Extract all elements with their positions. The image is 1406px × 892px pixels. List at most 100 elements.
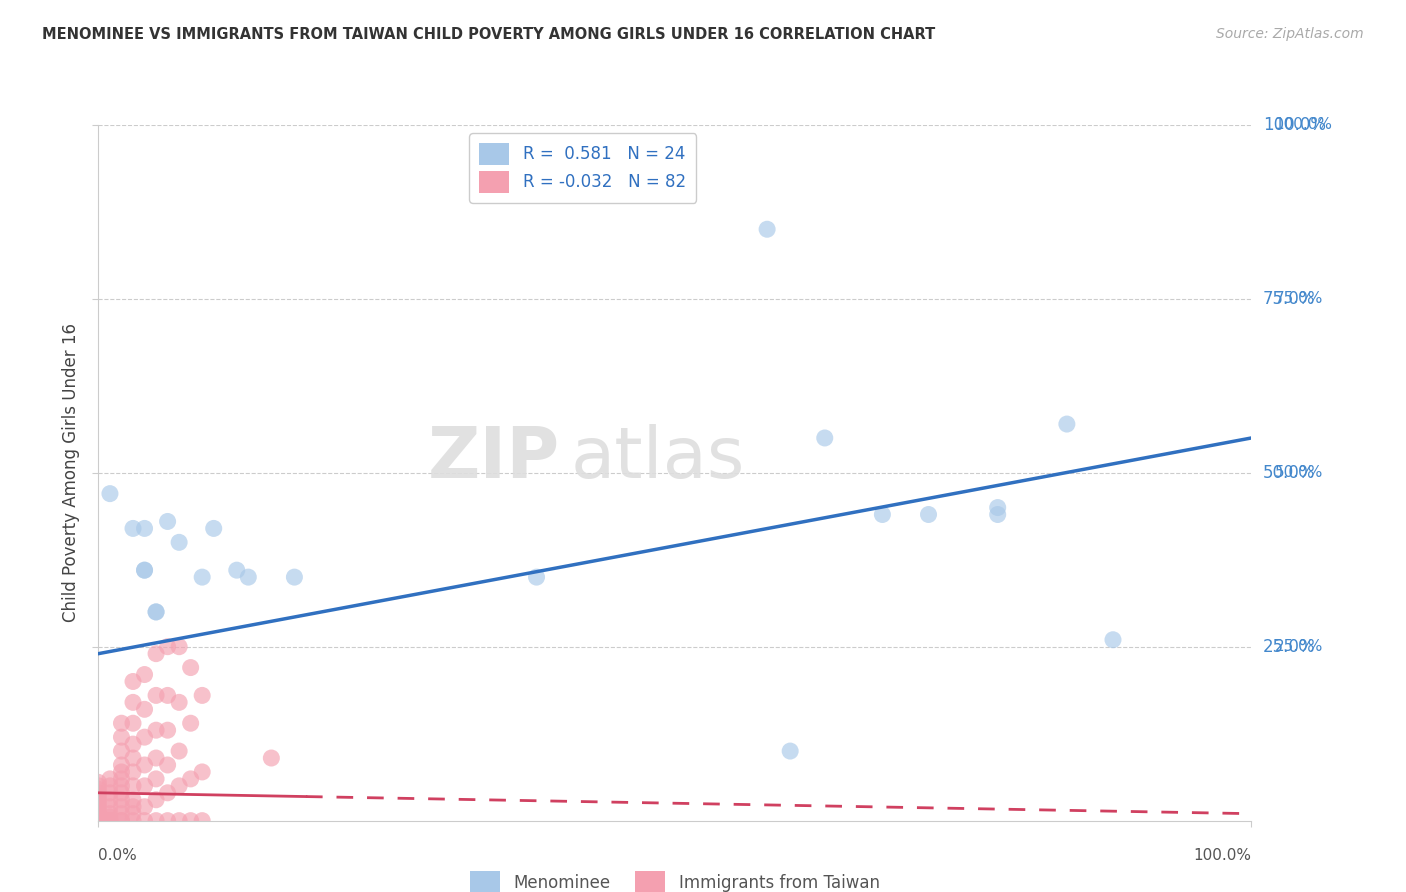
Text: 25.0%: 25.0%	[1263, 638, 1316, 656]
Text: Source: ZipAtlas.com: Source: ZipAtlas.com	[1216, 27, 1364, 41]
Point	[756, 222, 779, 236]
Point	[122, 737, 145, 751]
Point	[98, 810, 121, 824]
Point	[134, 799, 156, 814]
Point	[122, 764, 145, 779]
Point	[145, 605, 167, 619]
Text: 75.0%: 75.0%	[1263, 290, 1315, 308]
Point	[180, 660, 202, 674]
Point	[134, 814, 156, 828]
Point	[814, 431, 837, 445]
Text: 100.0%: 100.0%	[1274, 118, 1333, 132]
Point	[98, 786, 121, 800]
Point	[110, 772, 132, 786]
Point	[87, 814, 110, 828]
Point	[1056, 417, 1078, 431]
Point	[122, 806, 145, 821]
Point	[134, 730, 156, 744]
Point	[110, 806, 132, 821]
Point	[110, 730, 132, 744]
Point	[156, 515, 179, 529]
Point	[122, 695, 145, 709]
Point	[122, 793, 145, 807]
Text: 100.0%: 100.0%	[1194, 848, 1251, 863]
Point	[145, 751, 167, 765]
Point	[110, 799, 132, 814]
Point	[87, 814, 110, 828]
Text: 100.0%: 100.0%	[1263, 116, 1326, 134]
Point	[110, 786, 132, 800]
Point	[145, 689, 167, 703]
Point	[134, 521, 156, 535]
Point	[87, 810, 110, 824]
Point	[98, 772, 121, 786]
Point	[110, 814, 132, 828]
Point	[87, 803, 110, 817]
Point	[134, 758, 156, 772]
Point	[110, 764, 132, 779]
Point	[98, 779, 121, 793]
Point	[122, 716, 145, 731]
Point	[145, 814, 167, 828]
Point	[98, 814, 121, 828]
Point	[260, 751, 283, 765]
Point	[122, 779, 145, 793]
Point	[987, 500, 1010, 515]
Point	[180, 814, 202, 828]
Point	[167, 744, 190, 758]
Point	[145, 793, 167, 807]
Point	[122, 814, 145, 828]
Point	[110, 793, 132, 807]
Point	[191, 570, 214, 584]
Point	[167, 535, 190, 549]
Text: 25.0%: 25.0%	[1274, 640, 1323, 654]
Point	[87, 779, 110, 793]
Point	[156, 786, 179, 800]
Point	[122, 521, 145, 535]
Point	[156, 758, 179, 772]
Point	[98, 486, 121, 500]
Point	[98, 799, 121, 814]
Point	[238, 570, 260, 584]
Point	[110, 758, 132, 772]
Text: 50.0%: 50.0%	[1274, 466, 1323, 480]
Point	[87, 782, 110, 797]
Point	[167, 779, 190, 793]
Point	[87, 814, 110, 828]
Point	[145, 723, 167, 738]
Text: 0.0%: 0.0%	[98, 848, 138, 863]
Point	[987, 508, 1010, 522]
Point	[87, 796, 110, 810]
Point	[110, 814, 132, 828]
Text: atlas: atlas	[571, 425, 745, 493]
Point	[145, 605, 167, 619]
Point	[134, 779, 156, 793]
Point	[98, 814, 121, 828]
Point	[191, 814, 214, 828]
Point	[145, 647, 167, 661]
Point	[87, 814, 110, 828]
Point	[283, 570, 305, 584]
Point	[167, 695, 190, 709]
Y-axis label: Child Poverty Among Girls Under 16: Child Poverty Among Girls Under 16	[62, 323, 80, 623]
Point	[122, 799, 145, 814]
Point	[110, 744, 132, 758]
Point	[917, 508, 939, 522]
Point	[134, 667, 156, 681]
Point	[191, 764, 214, 779]
Point	[87, 789, 110, 804]
Point	[98, 806, 121, 821]
Point	[122, 674, 145, 689]
Point	[122, 751, 145, 765]
Text: MENOMINEE VS IMMIGRANTS FROM TAIWAN CHILD POVERTY AMONG GIRLS UNDER 16 CORRELATI: MENOMINEE VS IMMIGRANTS FROM TAIWAN CHIL…	[42, 27, 935, 42]
Point	[1102, 632, 1125, 647]
Point	[156, 723, 179, 738]
Point	[779, 744, 801, 758]
Point	[110, 779, 132, 793]
Text: 75.0%: 75.0%	[1274, 292, 1323, 306]
Point	[156, 689, 179, 703]
Point	[98, 814, 121, 828]
Point	[526, 570, 548, 584]
Text: ZIP: ZIP	[427, 425, 560, 493]
Point	[180, 716, 202, 731]
